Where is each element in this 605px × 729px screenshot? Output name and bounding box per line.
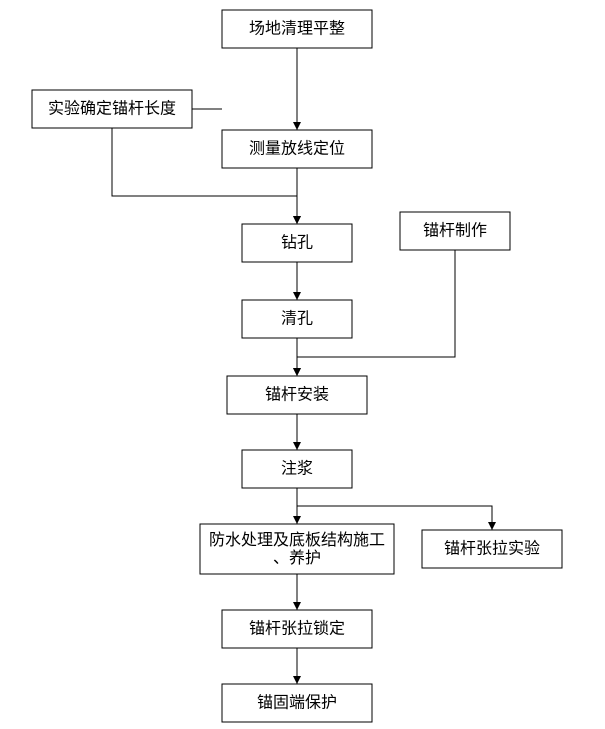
node-label: 测量放线定位 <box>249 140 345 158</box>
node-label: 锚杆制作 <box>423 222 487 240</box>
node-n8: 注浆 <box>242 450 352 488</box>
node-label: 场地清理平整 <box>249 20 345 38</box>
node-n4: 钻孔 <box>242 224 352 262</box>
node-n11: 锚杆张拉锁定 <box>222 610 372 648</box>
node-n9: 防水处理及底板结构施工、养护 <box>200 524 394 574</box>
node-label: 钻孔 <box>281 234 313 252</box>
node-label: 锚杆张拉实验 <box>444 540 540 558</box>
node-n12: 锚固端保护 <box>222 684 372 722</box>
node-label: 实验确定锚杆长度 <box>48 100 176 118</box>
node-label: 锚固端保护 <box>257 694 337 712</box>
node-label: 注浆 <box>281 460 313 478</box>
node-n3: 测量放线定位 <box>222 130 372 168</box>
node-n10: 锚杆张拉实验 <box>422 530 562 568</box>
flowchart-canvas: 场地清理平整实验确定锚杆长度测量放线定位钻孔 锚杆制作清孔锚杆安装注浆防水处理及底… <box>0 0 605 729</box>
node-n5: 锚杆制作 <box>400 212 510 250</box>
node-n7: 锚杆安装 <box>227 376 367 414</box>
node-n1: 场地清理平整 <box>222 10 372 48</box>
node-label: 清孔 <box>281 310 313 328</box>
node-label: 锚杆安装 <box>265 386 329 404</box>
node-label: 锚杆张拉锁定 <box>249 620 345 638</box>
node-n6: 清孔 <box>242 300 352 338</box>
node-n2: 实验确定锚杆长度 <box>32 90 192 128</box>
